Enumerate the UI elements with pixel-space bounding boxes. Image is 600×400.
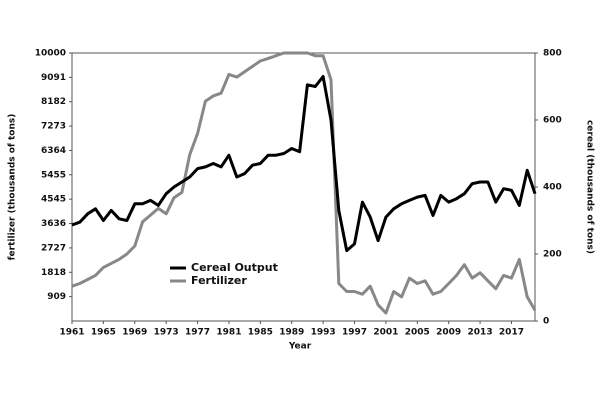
- y-tick-label: 10000: [35, 49, 66, 59]
- legend-label: Cereal Output: [191, 261, 278, 274]
- y-tick-label: 8182: [41, 97, 66, 107]
- x-tick-label: 1973: [154, 328, 179, 338]
- x-tick-label: 1985: [248, 328, 273, 338]
- legend-label: Fertilizer: [191, 274, 247, 287]
- series-line: [71, 75, 537, 253]
- y2-tick-label: 200: [543, 250, 562, 260]
- x-tick-label: 2013: [468, 328, 493, 338]
- x-tick-label: 1961: [59, 328, 84, 338]
- x-tick-label: 2005: [405, 328, 430, 338]
- x-tick-label: 1977: [185, 328, 210, 338]
- y-axis-label: fertilizer (thousands of tons): [8, 114, 18, 261]
- x-tick-label: 1969: [122, 328, 147, 338]
- y-tick-label: 4545: [41, 195, 66, 205]
- y-tick-label: 5455: [41, 170, 66, 180]
- y2-tick-label: 400: [543, 183, 562, 193]
- series-line: [71, 51, 537, 315]
- x-tick-label: 1997: [342, 328, 367, 338]
- y-tick-label: 7273: [41, 122, 66, 132]
- x-tick-label: 1981: [216, 328, 241, 338]
- x-tick-label: 2017: [499, 328, 524, 338]
- y-tick-label: 6364: [41, 146, 66, 156]
- y-tick-label: 1818: [41, 268, 66, 278]
- x-axis-label: Year: [288, 342, 312, 352]
- plot-frame: [71, 52, 536, 322]
- y2-tick-label: 0: [543, 317, 549, 327]
- y-tick-label: 909: [47, 292, 66, 302]
- x-tick-label: 1989: [279, 328, 304, 338]
- y-tick-label: 2727: [41, 243, 66, 253]
- x-tick-label: 1993: [311, 328, 336, 338]
- y-tick-label: 9091: [41, 73, 66, 83]
- x-tick-label: 2009: [436, 328, 461, 338]
- y2-tick-label: 600: [543, 116, 562, 126]
- y2-tick-label: 800: [543, 49, 562, 59]
- y-tick-label: 3636: [41, 219, 66, 229]
- y2-axis-label: cereal (thousands of tons): [585, 120, 595, 254]
- x-tick-label: 2001: [373, 328, 398, 338]
- x-tick-label: 1965: [91, 328, 116, 338]
